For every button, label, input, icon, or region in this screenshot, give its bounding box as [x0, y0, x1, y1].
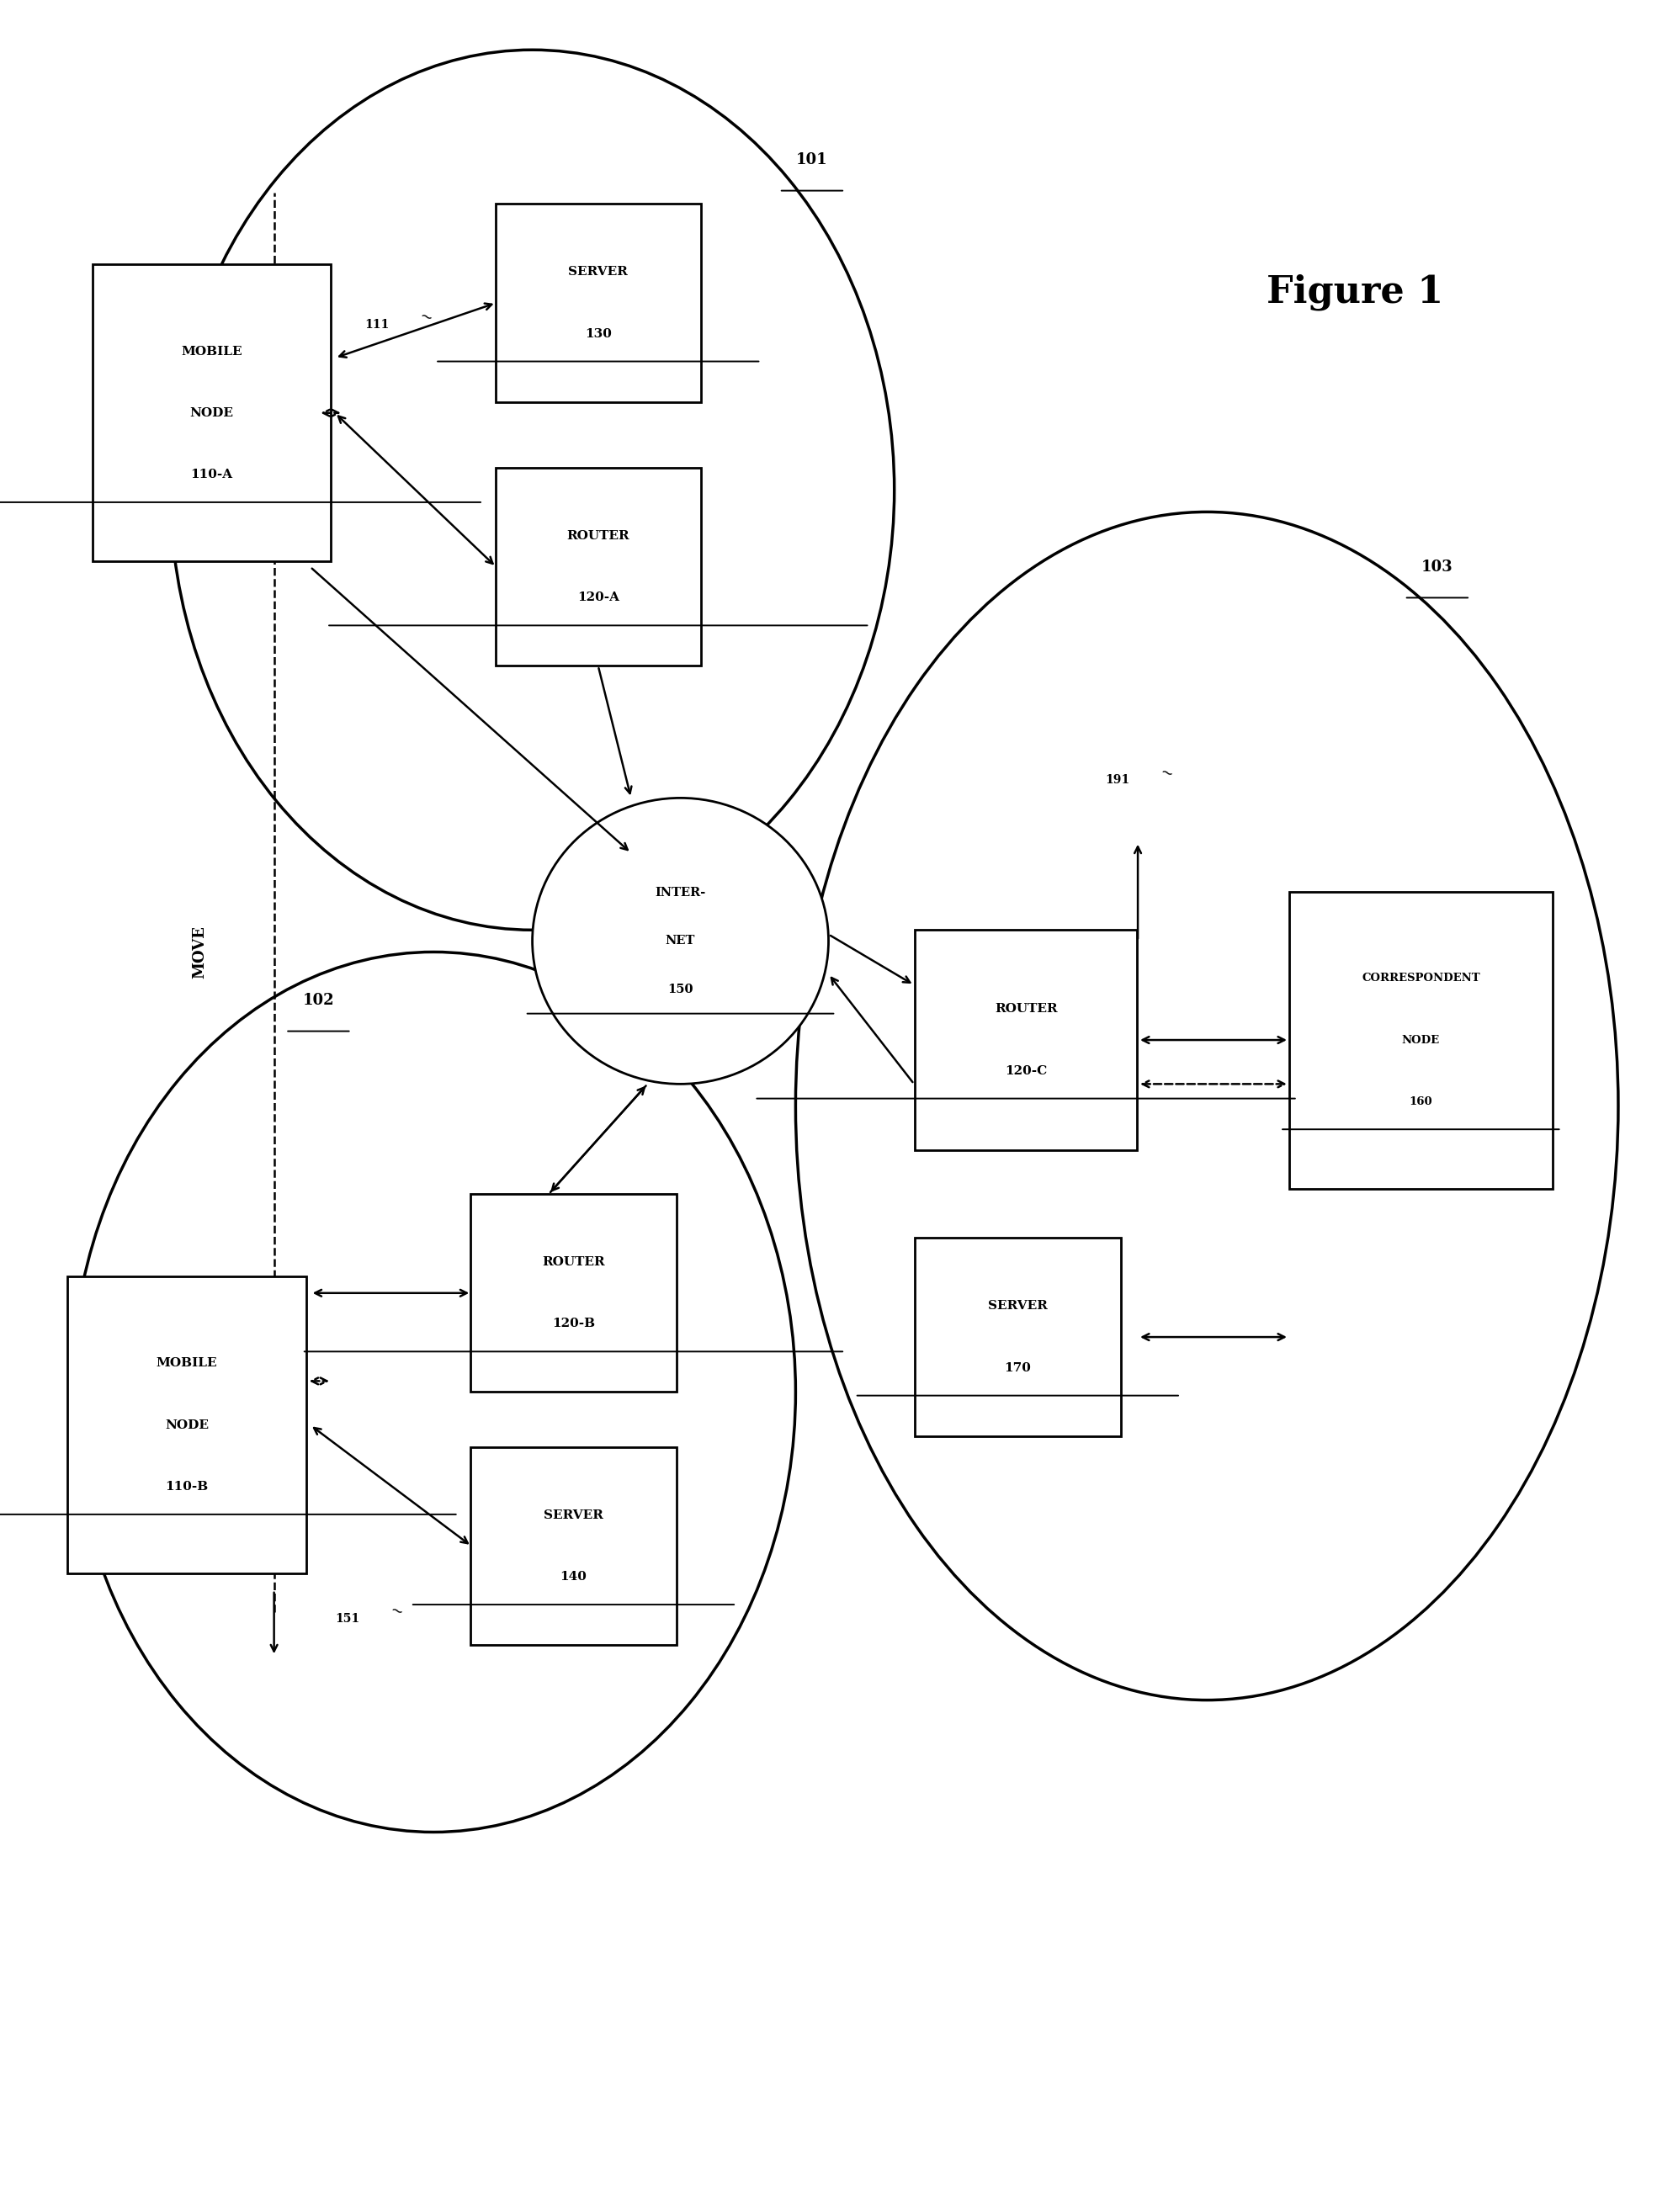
Text: ∼: ∼: [388, 1604, 404, 1621]
Text: 130: 130: [585, 327, 611, 341]
Text: 160: 160: [1408, 1097, 1432, 1106]
Text: MOBILE: MOBILE: [181, 345, 242, 356]
Text: 120-C: 120-C: [1004, 1064, 1047, 1077]
Text: NODE: NODE: [166, 1420, 209, 1431]
FancyBboxPatch shape: [915, 1239, 1120, 1436]
FancyBboxPatch shape: [495, 469, 701, 666]
Text: 140: 140: [560, 1571, 587, 1584]
Text: MOVE: MOVE: [192, 925, 207, 978]
Text: INTER-: INTER-: [655, 887, 706, 898]
Text: ROUTER: ROUTER: [994, 1004, 1057, 1015]
Text: 110-A: 110-A: [191, 469, 232, 480]
Text: 120-A: 120-A: [577, 593, 620, 604]
Text: NODE: NODE: [1402, 1035, 1440, 1046]
Text: ROUTER: ROUTER: [542, 1256, 605, 1267]
Text: SERVER: SERVER: [568, 265, 628, 279]
Ellipse shape: [532, 799, 828, 1084]
Text: 110-B: 110-B: [166, 1480, 209, 1493]
Text: 101: 101: [797, 153, 828, 168]
Text: ROUTER: ROUTER: [567, 531, 630, 542]
Text: SERVER: SERVER: [543, 1509, 603, 1522]
FancyBboxPatch shape: [495, 204, 701, 403]
FancyBboxPatch shape: [93, 265, 331, 562]
Text: 111: 111: [365, 319, 389, 332]
Text: 120-B: 120-B: [552, 1318, 595, 1329]
FancyBboxPatch shape: [471, 1447, 676, 1646]
Text: 102: 102: [303, 993, 335, 1009]
FancyBboxPatch shape: [471, 1194, 676, 1391]
Text: 191: 191: [1105, 774, 1130, 785]
Text: 151: 151: [335, 1613, 360, 1624]
Text: NODE: NODE: [189, 407, 234, 418]
FancyBboxPatch shape: [68, 1276, 307, 1573]
Text: 103: 103: [1422, 560, 1453, 575]
Text: ∼: ∼: [418, 310, 434, 327]
FancyBboxPatch shape: [1289, 891, 1553, 1188]
Text: SERVER: SERVER: [988, 1301, 1047, 1312]
Text: MOBILE: MOBILE: [156, 1358, 217, 1369]
Text: 170: 170: [1004, 1363, 1031, 1374]
Text: 150: 150: [668, 984, 693, 995]
FancyBboxPatch shape: [915, 929, 1137, 1150]
Text: CORRESPONDENT: CORRESPONDENT: [1362, 973, 1480, 984]
Text: NET: NET: [666, 936, 696, 947]
Text: ∼: ∼: [1158, 765, 1175, 783]
Text: Figure 1: Figure 1: [1266, 274, 1443, 310]
